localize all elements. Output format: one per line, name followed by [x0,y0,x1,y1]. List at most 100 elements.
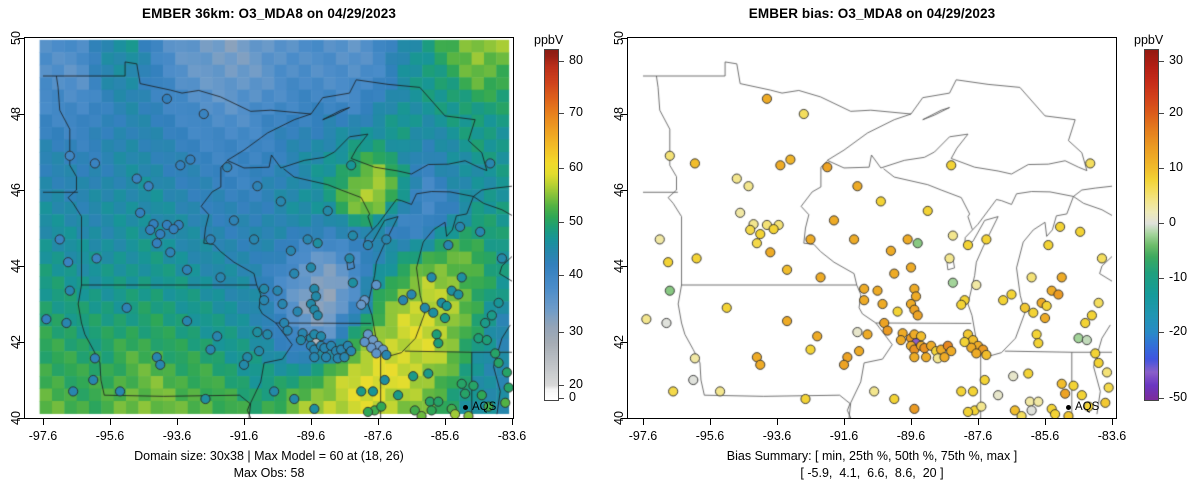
x-axis-tick [710,418,711,425]
x-tick-label: -91.6 [829,429,859,443]
y-tick-label: 40 [612,411,626,425]
x-tick-label: -89.6 [896,429,926,443]
x-tick-label: -93.6 [162,429,192,443]
model-map-canvas [25,38,513,418]
y-tick-label: 44 [9,259,23,273]
colorbar-tick [558,222,564,223]
x-tick-label: -93.6 [762,429,792,443]
y-tick-label: 42 [9,335,23,349]
colorbar-tick [558,61,564,62]
y-axis-tick [621,190,628,191]
model-caption: Domain size: 30x38 | Max Model = 60 at (… [25,448,513,482]
y-axis-tick [621,266,628,267]
x-tick-label: -91.6 [229,429,259,443]
x-axis-tick [1045,418,1046,425]
model-caption-line2: Max Obs: 58 [233,466,305,480]
x-tick-label: -83.6 [1097,429,1127,443]
colorbar-tick [1158,61,1164,62]
y-axis-tick [18,418,25,419]
colorbar-tick-label: 0 [1169,215,1176,229]
x-tick-label: -95.6 [95,429,125,443]
y-tick-label: 44 [612,259,626,273]
x-tick-label: -89.6 [296,429,326,443]
colorbar-tick-label: -50 [1169,390,1188,404]
y-axis-tick [18,190,25,191]
aqs-dot-icon [1066,404,1071,410]
colorbar-tick [558,168,564,169]
bias-map-canvas [628,38,1116,418]
colorbar-tick [558,385,564,386]
colorbar-tick-label: 80 [569,53,583,67]
y-tick-label: 50 [9,31,23,45]
colorbar-tick-label: 10 [1169,160,1183,174]
x-axis-tick [643,418,644,425]
x-tick-label: -97.6 [628,429,658,443]
x-tick-label: -85.6 [1030,429,1060,443]
x-axis-tick [978,418,979,425]
colorbar-tick [558,398,564,399]
colorbar-tick-label: 30 [569,324,583,338]
bias-aqs-label: AQS [1075,401,1100,413]
y-axis-tick [621,342,628,343]
colorbar-tick-label: 50 [569,214,583,228]
colorbar-tick [558,113,564,114]
x-axis-tick [911,418,912,425]
bias-aqs-legend: AQS [1066,401,1099,413]
y-axis-tick [18,114,25,115]
x-axis-tick [311,418,312,425]
bias-colorbar-units: ppbV [1134,33,1164,47]
bias-caption-line1: Bias Summary: [ min, 25th %, 50th %, 75t… [726,449,1018,463]
y-tick-label: 46 [612,183,626,197]
y-axis-tick [18,38,25,39]
y-axis-tick [621,418,628,419]
colorbar-tick-label: 30 [1169,53,1183,67]
model-colorbar-units: ppbV [534,33,564,47]
y-axis-tick [621,114,628,115]
y-axis-tick [18,342,25,343]
aqs-dot-icon [463,404,468,410]
colorbar-tick [1158,223,1164,224]
x-tick-label: -87.6 [963,429,993,443]
colorbar-tick [558,275,564,276]
x-axis-tick [844,418,845,425]
colorbar-tick [1158,113,1164,114]
colorbar-tick-label: 40 [569,267,583,281]
colorbar-tick [558,332,564,333]
y-tick-label: 48 [612,107,626,121]
y-tick-label: 46 [9,183,23,197]
y-axis-tick [18,266,25,267]
x-axis-tick [177,418,178,425]
bias-panel-title: EMBER bias: O3_MDA8 on 04/29/2023 [748,6,996,21]
model-caption-line1: Domain size: 30x38 | Max Model = 60 at (… [134,449,404,463]
x-axis-tick [777,418,778,425]
colorbar-tick-label: 20 [1169,105,1183,119]
x-axis-tick [445,418,446,425]
bias-colorbar [1145,50,1158,400]
colorbar-tick [1158,168,1164,169]
x-tick-label: -95.6 [695,429,725,443]
colorbar-tick-label: -20 [1169,324,1188,338]
colorbar-tick-label: 60 [569,160,583,174]
colorbar-tick [1158,278,1164,279]
colorbar-tick [1158,332,1164,333]
y-axis-tick [621,38,628,39]
x-axis-tick [378,418,379,425]
x-tick-label: -97.6 [28,429,58,443]
colorbar-tick-label: 70 [569,105,583,119]
x-axis-tick [1112,418,1113,425]
y-tick-label: 40 [9,411,23,425]
colorbar-tick [1158,398,1164,399]
x-axis-tick [512,418,513,425]
x-tick-label: -85.6 [430,429,460,443]
bias-caption: Bias Summary: [ min, 25th %, 50th %, 75t… [628,448,1116,482]
x-axis-tick [244,418,245,425]
colorbar-tick-label: -10 [1169,270,1188,284]
colorbar-tick-label: 0 [569,390,576,404]
x-axis-tick [43,418,44,425]
colorbar-tick-label: 20 [569,377,583,391]
model-colorbar [545,50,558,400]
y-tick-label: 42 [612,335,626,349]
model-aqs-label: AQS [472,401,497,413]
x-tick-label: -87.6 [363,429,393,443]
